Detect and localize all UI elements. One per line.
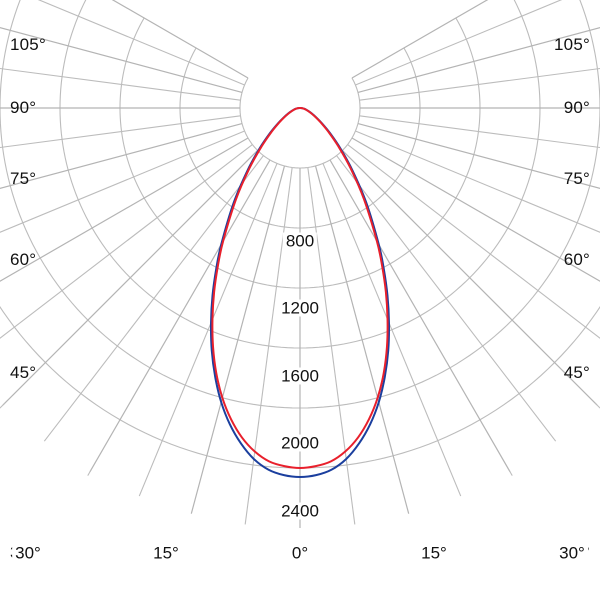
spoke-gridline--120 — [111, 0, 249, 79]
spoke-gridline--30 — [89, 159, 271, 473]
spoke-gridline--15 — [190, 165, 286, 514]
spoke-gridline-82.5 — [359, 116, 600, 163]
angle-label-bottom-2: 0° — [288, 544, 312, 562]
spoke-gridline--105 — [0, 26, 243, 94]
angle-label-left-0: 105° — [10, 35, 46, 54]
spoke-gridline-45 — [342, 150, 598, 406]
angle-label-bottom-3: 15° — [418, 544, 450, 562]
radial-label-2400: 2400 — [278, 502, 322, 520]
angle-label-right-3: 60° — [563, 250, 590, 269]
tick-stub--30 — [87, 468, 92, 476]
distribution-curves — [209, 107, 391, 478]
spoke-gridline--67.5 — [0, 131, 245, 269]
spoke-gridline--45 — [2, 150, 258, 406]
angle-label-right-2: 75° — [563, 169, 590, 188]
spoke-gridline--7.5 — [245, 167, 292, 524]
angle-label-left-4: 45° — [10, 363, 37, 382]
tick-stub-30 — [508, 468, 513, 476]
angle-label-left-3: 60° — [10, 250, 37, 269]
radial-label-1200: 1200 — [278, 299, 322, 317]
spoke-gridline-30 — [329, 159, 511, 473]
spoke-gridline--82.5 — [0, 116, 241, 163]
curve-c90-c270 — [211, 107, 389, 469]
tick-stub--45 — [0, 402, 6, 409]
spoke-gridline-120 — [351, 0, 489, 79]
spoke-gridline--112.5 — [0, 0, 245, 85]
angle-label-right-1: 90° — [563, 98, 590, 117]
angle-label-bottom-0: 30° — [12, 544, 44, 562]
spoke-gridline--22.5 — [139, 163, 277, 496]
spoke-gridline-15 — [314, 165, 410, 514]
tick-stub-45 — [594, 402, 600, 409]
spoke-gridline--37.5 — [44, 156, 263, 442]
angle-label-bottom-4: 30° — [556, 544, 588, 562]
ring-gridline-400 — [240, 78, 360, 168]
spoke-gridline-105 — [357, 26, 600, 94]
angular-gridlines — [0, 0, 600, 528]
angle-label-left-2: 75° — [10, 169, 37, 188]
angle-label-right-4: 45° — [563, 363, 590, 382]
spoke-gridline--75 — [0, 122, 243, 190]
spoke-gridline-52.5 — [348, 145, 600, 364]
spoke-gridline-37.5 — [337, 156, 556, 442]
spoke-gridline--60 — [0, 137, 249, 282]
angle-label-left-1: 90° — [10, 98, 37, 117]
spoke-gridline-67.5 — [355, 131, 600, 269]
radial-label-800: 800 — [282, 232, 318, 250]
axis-tick-stubs — [0, 402, 600, 476]
spoke-gridline-22.5 — [323, 163, 461, 496]
radial-label-1600: 1600 — [278, 367, 322, 385]
spoke-gridline--52.5 — [0, 145, 252, 364]
angle-label-bottom-1: 15° — [150, 544, 182, 562]
spoke-gridline--97.5 — [0, 53, 241, 100]
spoke-gridline-75 — [357, 122, 600, 190]
spoke-gridline-60 — [351, 137, 600, 282]
radial-label-2000: 2000 — [278, 434, 322, 452]
angle-label-right-0: 105° — [554, 35, 590, 54]
spoke-gridline-7.5 — [308, 167, 355, 524]
spoke-gridline-97.5 — [359, 53, 600, 100]
spoke-gridline-112.5 — [355, 0, 600, 85]
